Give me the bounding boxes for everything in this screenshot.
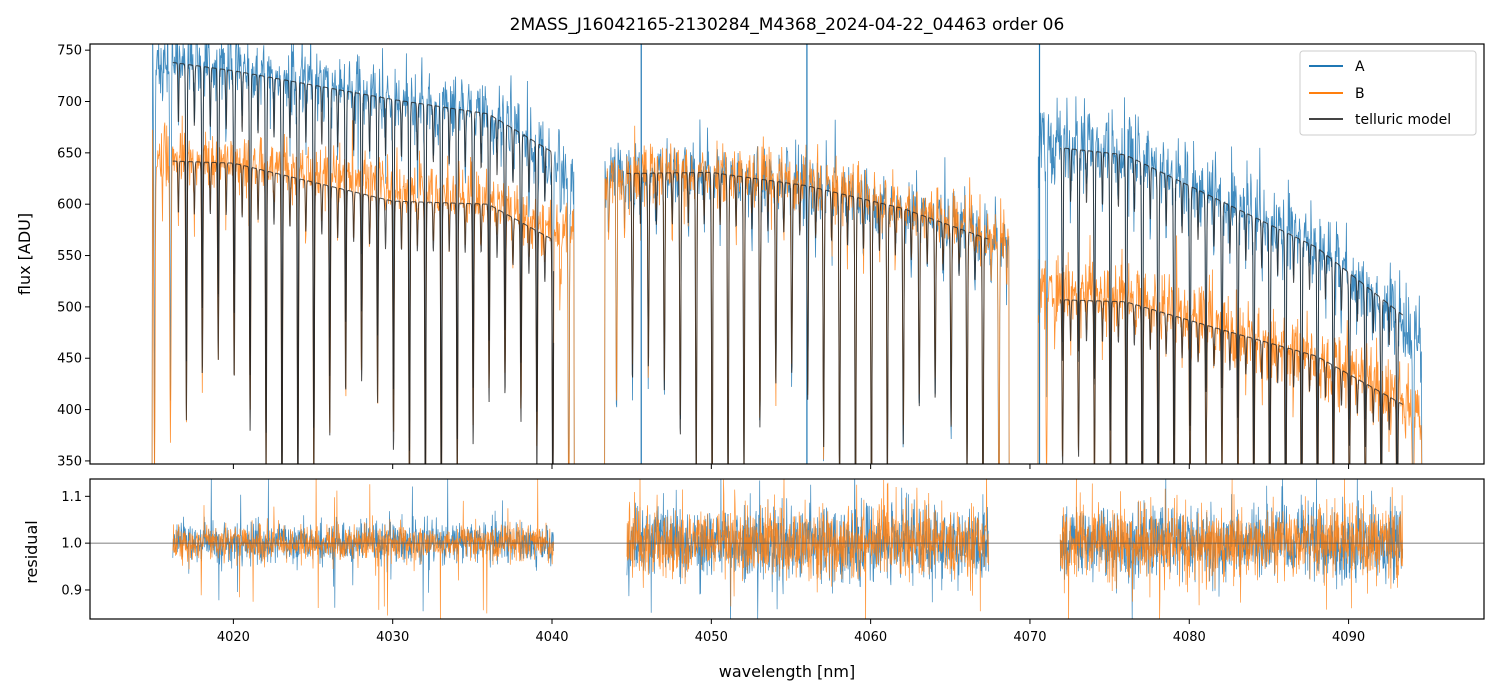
residual-series-b-segment-2 (626, 479, 989, 619)
flux-y-tick-label: 500 (57, 300, 82, 315)
residual-y-tick-label: 1.0 (61, 537, 82, 552)
x-tick-label: 4080 (1173, 630, 1206, 645)
legend-box (1299, 50, 1477, 136)
x-axis-label: wavelength [nm] (719, 662, 856, 681)
flux-y-tick-label: 550 (57, 249, 82, 264)
flux-y-tick-label: 700 (57, 95, 82, 110)
telluric-model-line-1-segment-1 (172, 62, 555, 464)
x-tick-label: 4040 (535, 630, 568, 645)
telluric-model-line-1-segment-2 (626, 171, 989, 464)
telluric-model-line-1-segment-3 (1059, 147, 1404, 464)
residual-y-axis-label: residual (22, 520, 41, 583)
flux-panel: 350 400 450 500 550 600 650 700 750 flux [ADU] A… (15, 43, 1485, 469)
residual-y-tick-label: 1.1 (61, 490, 82, 505)
flux-y-axis-label: flux [ADU] (15, 213, 34, 295)
telluric-model-line-2-segment-1 (172, 160, 555, 464)
flux-y-tick-label: 600 (57, 198, 82, 213)
x-tick-label: 4050 (695, 630, 728, 645)
flux-y-tick-label: 650 (57, 146, 82, 161)
x-tick-label: 4060 (854, 630, 887, 645)
residual-y-tick-label: 0.9 (61, 583, 82, 598)
legend-label-model: telluric model (1355, 112, 1451, 128)
x-tick-label: 4020 (217, 630, 250, 645)
x-tick-label: 4030 (376, 630, 409, 645)
flux-y-tick-label: 450 (57, 352, 82, 367)
x-tick-label: 4070 (1013, 630, 1046, 645)
telluric-model-line-2-segment-2 (1060, 299, 1403, 464)
flux-y-tick-label: 350 (57, 454, 82, 469)
legend: A B telluric model (1299, 50, 1477, 136)
x-tick-label: 4090 (1332, 630, 1365, 645)
flux-y-tick-label: 750 (57, 44, 82, 59)
chart-title: 2MASS_J16042165-2130284_M4368_2024-04-22… (510, 15, 1065, 35)
flux-axes-frame (89, 43, 1485, 465)
legend-label-a: A (1355, 59, 1365, 75)
legend-label-b: B (1355, 86, 1365, 102)
residual-panel: 0.9 1.0 1.1 4020 4030 4040 4050 4060 4070 4080 409… (22, 478, 1485, 681)
residual-series-b-segment-3 (1059, 479, 1404, 619)
flux-y-tick-label: 400 (57, 403, 82, 418)
residual-axes-frame (89, 478, 1485, 620)
